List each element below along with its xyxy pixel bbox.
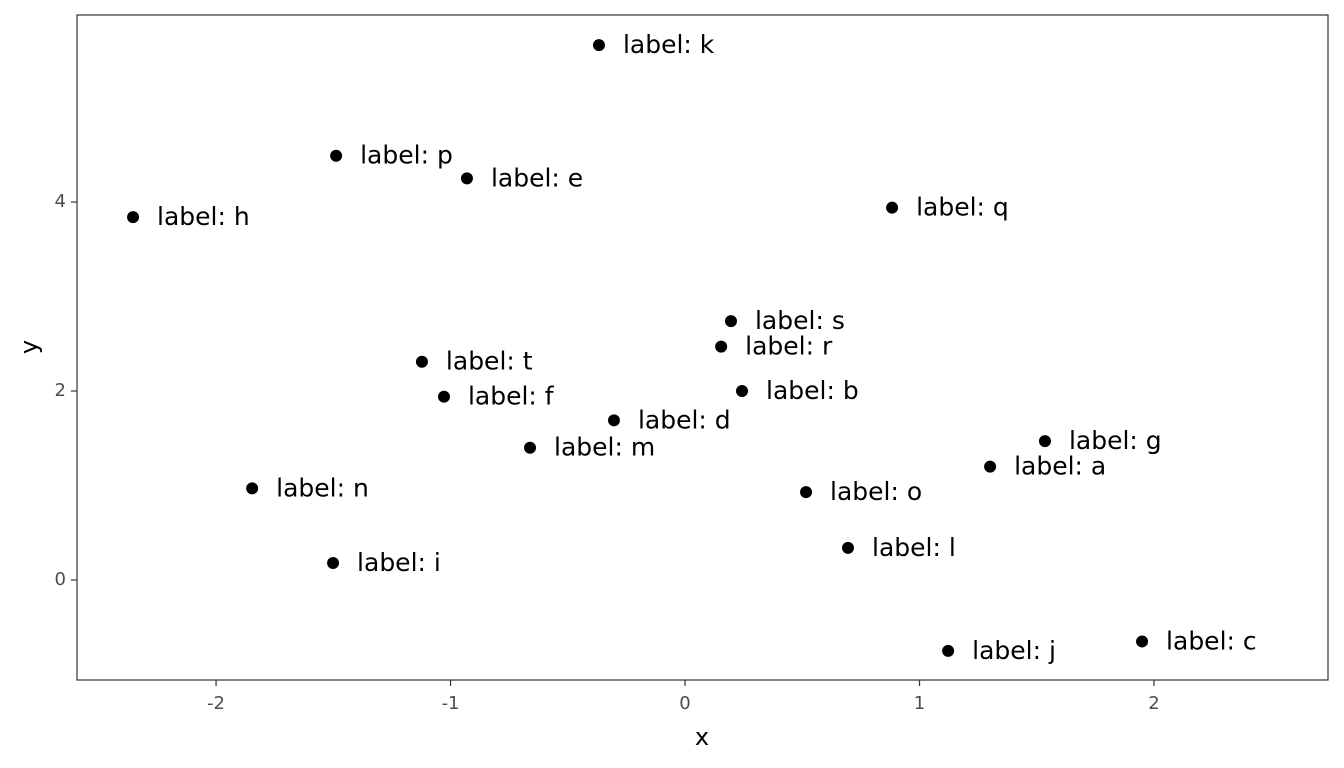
point-label: label: r [745,332,833,361]
point [984,460,997,473]
x-axis-title: x [695,723,709,751]
point [437,390,450,403]
point [460,172,473,185]
point [736,385,749,398]
point-label: label: c [1166,626,1257,655]
point [330,149,343,162]
point-label: label: i [357,548,441,577]
point [524,441,537,454]
point [592,39,605,52]
y-axis-title: y [15,340,43,354]
y-tick-label: 2 [55,380,66,401]
point [1038,435,1051,448]
panel-border [76,14,1329,681]
point-label: label: k [623,30,715,59]
point [127,211,140,224]
point-label: label: p [360,141,453,170]
y-tick-label: 4 [55,191,66,212]
x-tick-label: -2 [207,693,225,714]
point-label: label: s [755,306,845,335]
x-tick-label: -1 [442,693,460,714]
point-label: label: n [276,473,369,502]
point-label: label: j [972,636,1056,665]
y-tick-label: 0 [55,569,66,590]
point [942,644,955,657]
x-tick-label: 1 [914,693,925,714]
point [715,340,728,353]
point-label: label: a [1014,452,1106,481]
point [1136,635,1149,648]
point-label: label: o [830,477,922,506]
point-label: label: q [916,193,1009,222]
point [607,414,620,427]
point-label: label: b [766,376,859,405]
point [800,486,813,499]
x-tick-label: 2 [1148,693,1159,714]
point-label: label: l [872,533,956,562]
point-label: label: h [157,202,250,231]
point-label: label: g [1069,426,1162,455]
point-label: label: f [468,382,555,411]
point [886,201,899,214]
point-label: label: t [446,347,533,376]
point [415,355,428,368]
point-label: label: d [638,405,731,434]
x-tick-label: 0 [679,693,690,714]
point [246,482,259,495]
point-label: label: e [491,163,583,192]
point [327,557,340,570]
point-label: label: m [554,433,655,462]
point [724,315,737,328]
point [842,541,855,554]
